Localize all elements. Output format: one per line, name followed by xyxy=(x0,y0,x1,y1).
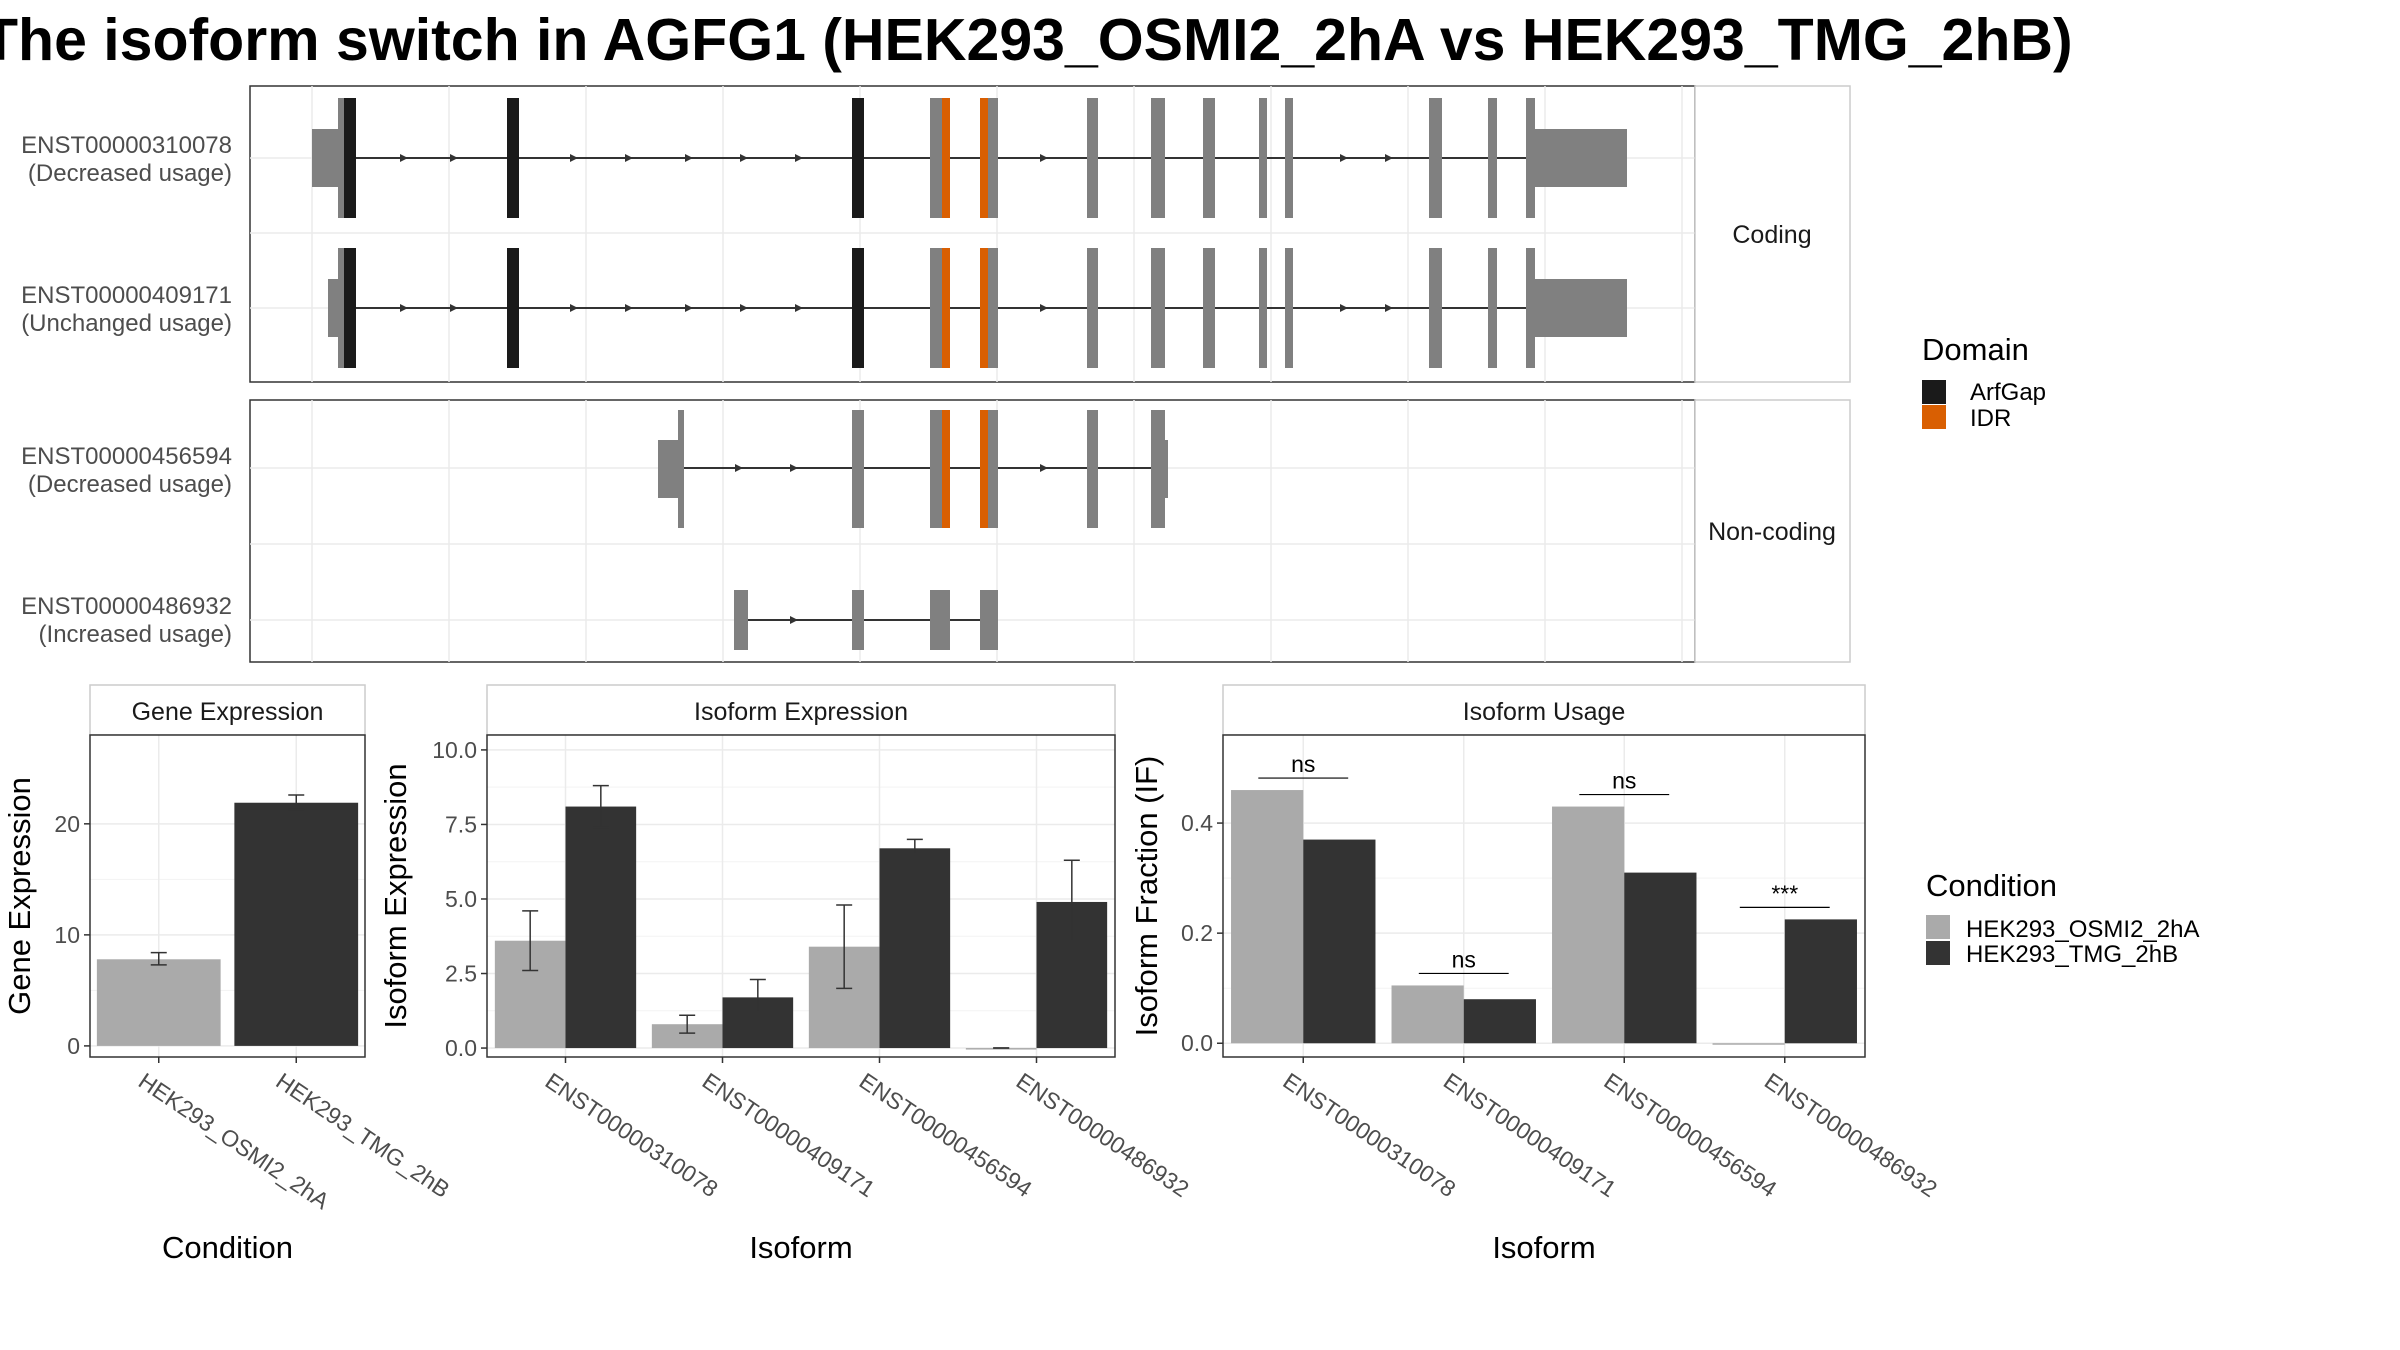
bar xyxy=(1552,806,1625,1044)
transcript-id-label: ENST00000409171 xyxy=(21,282,232,309)
transcript-structure-ENST00000486932 xyxy=(734,590,998,650)
transcript-usage-label: (Decreased usage) xyxy=(28,160,232,187)
panel-strip-noncoding: Non-coding xyxy=(1708,518,1836,546)
strip-label: Gene Expression xyxy=(132,698,324,726)
strip-box xyxy=(1222,684,1866,736)
y-tick-label: 2.5 xyxy=(445,961,477,987)
x-axis-title: Isoform xyxy=(749,1230,852,1265)
transcript-structure-ENST00000456594 xyxy=(658,410,1168,528)
significance-label: ns xyxy=(1291,751,1315,777)
domain-legend: Domain ArfGap IDR xyxy=(1922,332,2046,432)
transcript-labels: ENST00000310078 (Decreased usage) ENST00… xyxy=(21,132,232,648)
legend-key-idr xyxy=(1922,405,1946,429)
bar xyxy=(96,959,221,1046)
y-tick-label: 0.0 xyxy=(445,1035,477,1061)
significance-label: ns xyxy=(1612,768,1636,794)
transcript-usage-label: (Unchanged usage) xyxy=(21,310,232,337)
strip-box xyxy=(486,684,1116,736)
y-axis-title: Gene Expression xyxy=(2,777,37,1015)
significance-label: *** xyxy=(1771,880,1798,906)
transcript-structure-ENST00000310078 xyxy=(312,98,1627,218)
strip-box xyxy=(89,684,366,736)
transcript-usage-label: (Decreased usage) xyxy=(28,471,232,498)
figure-title: The isoform switch in AGFG1 (HEK293_OSMI… xyxy=(0,7,2073,73)
bar xyxy=(1231,790,1304,1044)
y-axis-title: Isoform Fraction (IF) xyxy=(1129,756,1164,1037)
transcript-id-label: ENST00000486932 xyxy=(21,593,232,620)
x-tick-label: ENST00000409171 xyxy=(1439,1068,1621,1203)
legend-label-idr: IDR xyxy=(1970,405,2011,432)
bar xyxy=(1624,872,1697,1044)
transcript-structure-ENST00000409171 xyxy=(328,248,1627,368)
transcript-usage-label: (Increased usage) xyxy=(39,621,232,648)
x-axis-title: Isoform xyxy=(1492,1230,1595,1265)
y-tick-label: 0.0 xyxy=(1181,1030,1213,1056)
panel-strip-coding: Coding xyxy=(1732,221,1811,249)
bar xyxy=(1303,839,1376,1044)
bar xyxy=(1391,985,1464,1044)
y-tick-label: 10.0 xyxy=(432,737,477,763)
x-tick-label: ENST00000310078 xyxy=(541,1068,723,1203)
bar xyxy=(1712,1043,1785,1045)
strip-label: Isoform Expression xyxy=(694,698,908,726)
legend-label-cond-b: HEK293_TMG_2hB xyxy=(1966,941,2178,968)
strip-label: Isoform Usage xyxy=(1463,698,1626,726)
gene-expression-panel: Gene Expression01020HEK293_OSMI2_2hAHEK2… xyxy=(2,684,455,1265)
x-tick-label: ENST00000486932 xyxy=(1760,1068,1942,1203)
plot-border xyxy=(486,734,1116,1058)
x-tick-label: ENST00000456594 xyxy=(1599,1068,1781,1203)
y-tick-label: 0 xyxy=(67,1033,80,1059)
y-tick-label: 0.4 xyxy=(1181,810,1213,836)
bar xyxy=(1463,999,1536,1044)
condition-legend-title: Condition xyxy=(1926,868,2057,903)
transcript-id-label: ENST00000456594 xyxy=(21,443,232,470)
transcript-panel-noncoding: Non-coding xyxy=(249,399,1851,663)
legend-key-cond-a xyxy=(1926,915,1950,939)
x-tick-label: ENST00000310078 xyxy=(1278,1068,1460,1203)
y-tick-label: 7.5 xyxy=(445,811,477,837)
legend-key-arfgap xyxy=(1922,380,1946,404)
bar xyxy=(879,848,951,1049)
significance-label: ns xyxy=(1452,946,1476,972)
y-tick-label: 10 xyxy=(54,922,80,948)
domain-legend-title: Domain xyxy=(1922,332,2029,367)
bar xyxy=(234,802,359,1046)
x-tick-label: ENST00000409171 xyxy=(698,1068,880,1203)
bar xyxy=(651,1024,723,1049)
y-tick-label: 5.0 xyxy=(445,886,477,912)
legend-label-arfgap: ArfGap xyxy=(1970,379,2046,406)
transcript-panel-coding: Coding xyxy=(249,85,1851,383)
y-tick-label: 20 xyxy=(54,811,80,837)
x-tick-label: ENST00000486932 xyxy=(1012,1068,1194,1203)
bar xyxy=(1784,919,1857,1044)
legend-key-cond-b xyxy=(1926,941,1950,965)
isoform-usage-panel: Isoform Usage 0.0 0.2 0.4 ns ENST00000310078 n… xyxy=(1129,684,1942,1265)
y-tick-label: 0.2 xyxy=(1181,920,1213,946)
y-axis-title: Isoform Expression xyxy=(378,763,413,1028)
x-tick-label: ENST00000456594 xyxy=(855,1068,1037,1203)
legend-label-cond-a: HEK293_OSMI2_2hA xyxy=(1966,916,2199,943)
bar xyxy=(565,806,637,1049)
plot-border xyxy=(89,734,366,1058)
transcript-id-label: ENST00000310078 xyxy=(21,132,232,159)
condition-legend: Condition HEK293_OSMI2_2hA HEK293_TMG_2h… xyxy=(1926,868,2199,968)
plot-border xyxy=(1222,734,1866,1058)
isoform-expression-panel: Isoform Expression 0.0 2.5 5.0 7.5 10.0 ENST00… xyxy=(378,684,1194,1265)
x-axis-title: Condition xyxy=(162,1230,293,1265)
